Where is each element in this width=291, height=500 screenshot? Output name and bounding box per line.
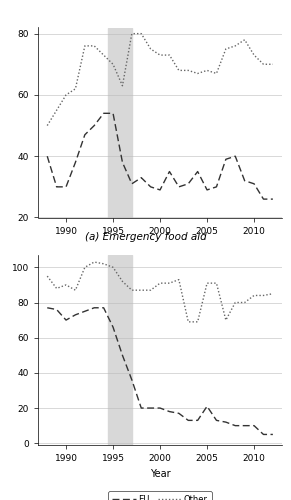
Legend: EU, Other donors: EU, Other donors <box>93 256 228 273</box>
Text: (a) Emergency food aid: (a) Emergency food aid <box>85 232 206 242</box>
Bar <box>108 28 132 218</box>
Legend: EU, Other: EU, Other <box>108 491 212 500</box>
X-axis label: Year: Year <box>150 468 170 478</box>
Bar <box>108 255 132 445</box>
